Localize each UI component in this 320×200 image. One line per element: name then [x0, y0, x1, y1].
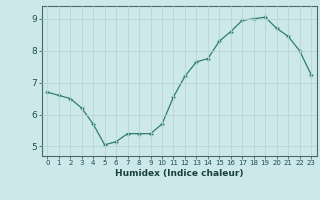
X-axis label: Humidex (Indice chaleur): Humidex (Indice chaleur): [115, 169, 244, 178]
